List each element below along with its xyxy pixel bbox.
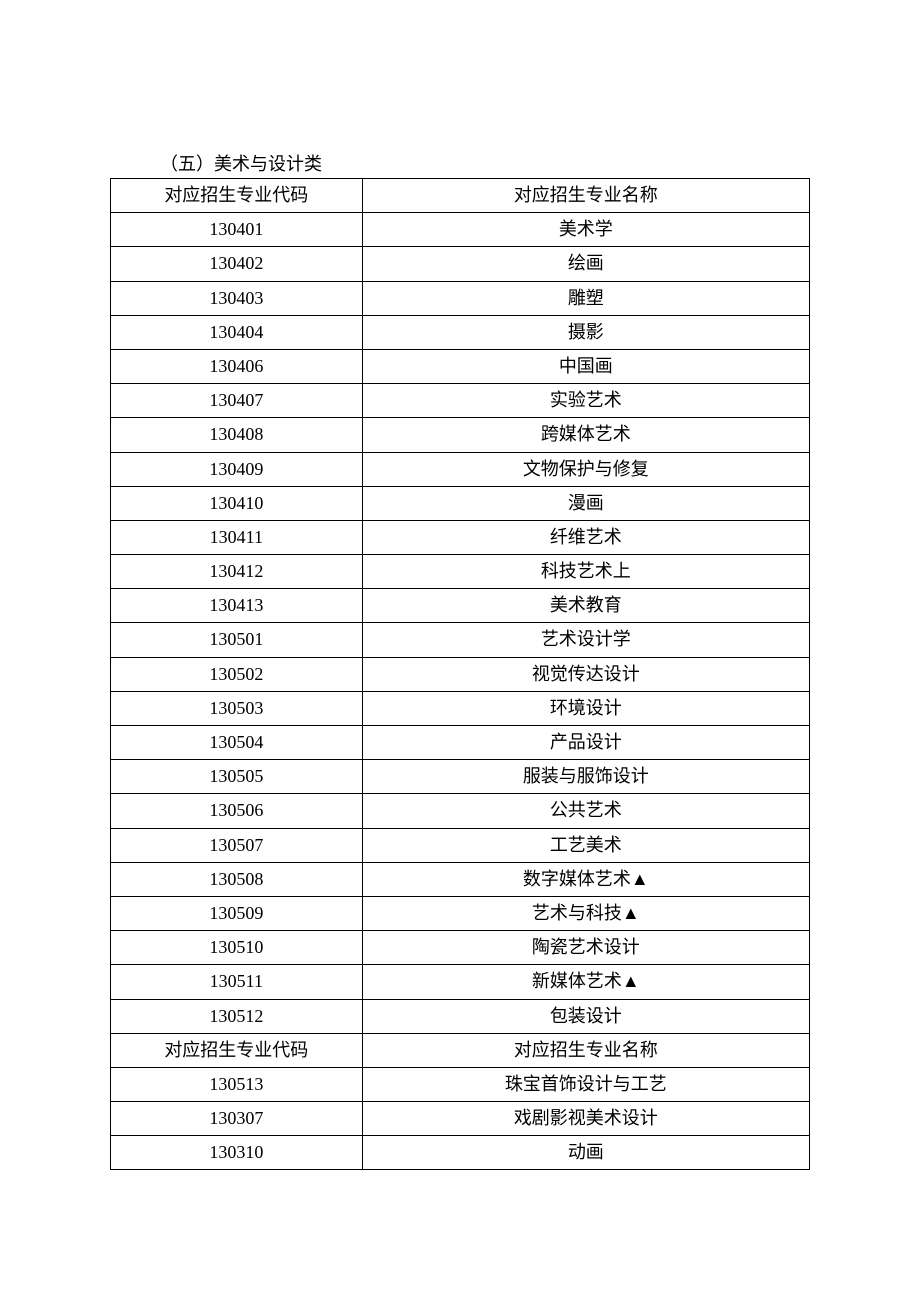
table-row: 130413美术教育	[111, 589, 810, 623]
code-cell: 130407	[111, 384, 363, 418]
name-cell: 陶瓷艺术设计	[362, 931, 809, 965]
name-cell: 科技艺术上	[362, 555, 809, 589]
code-cell: 130505	[111, 760, 363, 794]
document-page: （五）美术与设计类 对应招生专业代码对应招生专业名称130401美术学13040…	[0, 0, 920, 1270]
table-row: 130508数字媒体艺术▲	[111, 862, 810, 896]
code-cell: 130412	[111, 555, 363, 589]
name-cell: 新媒体艺术▲	[362, 965, 809, 999]
table-row: 130510陶瓷艺术设计	[111, 931, 810, 965]
code-cell: 130513	[111, 1067, 363, 1101]
table-row: 130406中国画	[111, 349, 810, 383]
majors-table: 对应招生专业代码对应招生专业名称130401美术学130402绘画130403雕…	[110, 178, 810, 1170]
table-row: 130501艺术设计学	[111, 623, 810, 657]
name-cell: 艺术设计学	[362, 623, 809, 657]
code-cell: 130507	[111, 828, 363, 862]
table-row: 130307戏剧影视美术设计	[111, 1102, 810, 1136]
code-cell: 130508	[111, 862, 363, 896]
name-cell: 美术学	[362, 213, 809, 247]
code-cell: 130408	[111, 418, 363, 452]
table-row: 130512包装设计	[111, 999, 810, 1033]
table-row: 130504产品设计	[111, 726, 810, 760]
code-cell: 130506	[111, 794, 363, 828]
table-row: 130403雕塑	[111, 281, 810, 315]
table-row: 130513珠宝首饰设计与工艺	[111, 1067, 810, 1101]
code-cell: 130511	[111, 965, 363, 999]
table-row: 130503环境设计	[111, 691, 810, 725]
table-row: 130310动画	[111, 1136, 810, 1170]
code-cell: 130404	[111, 315, 363, 349]
name-cell: 戏剧影视美术设计	[362, 1102, 809, 1136]
code-cell: 130502	[111, 657, 363, 691]
code-cell: 130504	[111, 726, 363, 760]
code-cell: 130402	[111, 247, 363, 281]
name-cell: 数字媒体艺术▲	[362, 862, 809, 896]
name-cell: 艺术与科技▲	[362, 896, 809, 930]
name-cell: 服装与服饰设计	[362, 760, 809, 794]
table-row: 130411纤维艺术	[111, 520, 810, 554]
code-cell: 130410	[111, 486, 363, 520]
code-cell: 130503	[111, 691, 363, 725]
table-row: 130511新媒体艺术▲	[111, 965, 810, 999]
name-cell: 摄影	[362, 315, 809, 349]
table-row: 130404摄影	[111, 315, 810, 349]
table-row: 对应招生专业代码对应招生专业名称	[111, 1033, 810, 1067]
section-title: （五）美术与设计类	[160, 150, 810, 176]
code-cell: 130401	[111, 213, 363, 247]
table-row: 130410漫画	[111, 486, 810, 520]
table-row: 130506公共艺术	[111, 794, 810, 828]
code-cell: 130409	[111, 452, 363, 486]
name-cell: 动画	[362, 1136, 809, 1170]
code-cell: 130501	[111, 623, 363, 657]
name-cell: 对应招生专业名称	[362, 1033, 809, 1067]
name-cell: 工艺美术	[362, 828, 809, 862]
name-cell: 珠宝首饰设计与工艺	[362, 1067, 809, 1101]
table-row: 130408跨媒体艺术	[111, 418, 810, 452]
code-cell: 130411	[111, 520, 363, 554]
code-cell: 130307	[111, 1102, 363, 1136]
code-cell: 对应招生专业代码	[111, 1033, 363, 1067]
code-cell: 130509	[111, 896, 363, 930]
table-row: 130401美术学	[111, 213, 810, 247]
code-cell: 130403	[111, 281, 363, 315]
code-cell: 130406	[111, 349, 363, 383]
code-cell: 130413	[111, 589, 363, 623]
name-cell: 产品设计	[362, 726, 809, 760]
table-row: 对应招生专业代码对应招生专业名称	[111, 179, 810, 213]
name-cell: 美术教育	[362, 589, 809, 623]
name-cell: 文物保护与修复	[362, 452, 809, 486]
name-cell: 视觉传达设计	[362, 657, 809, 691]
name-cell: 绘画	[362, 247, 809, 281]
code-cell: 对应招生专业代码	[111, 179, 363, 213]
name-cell: 公共艺术	[362, 794, 809, 828]
table-row: 130505服装与服饰设计	[111, 760, 810, 794]
name-cell: 纤维艺术	[362, 520, 809, 554]
name-cell: 环境设计	[362, 691, 809, 725]
code-cell: 130510	[111, 931, 363, 965]
table-row: 130402绘画	[111, 247, 810, 281]
name-cell: 跨媒体艺术	[362, 418, 809, 452]
name-cell: 实验艺术	[362, 384, 809, 418]
table-row: 130409文物保护与修复	[111, 452, 810, 486]
table-row: 130509艺术与科技▲	[111, 896, 810, 930]
name-cell: 对应招生专业名称	[362, 179, 809, 213]
table-row: 130407实验艺术	[111, 384, 810, 418]
table-row: 130412科技艺术上	[111, 555, 810, 589]
name-cell: 包装设计	[362, 999, 809, 1033]
code-cell: 130512	[111, 999, 363, 1033]
name-cell: 雕塑	[362, 281, 809, 315]
name-cell: 漫画	[362, 486, 809, 520]
name-cell: 中国画	[362, 349, 809, 383]
table-row: 130502视觉传达设计	[111, 657, 810, 691]
code-cell: 130310	[111, 1136, 363, 1170]
table-row: 130507工艺美术	[111, 828, 810, 862]
